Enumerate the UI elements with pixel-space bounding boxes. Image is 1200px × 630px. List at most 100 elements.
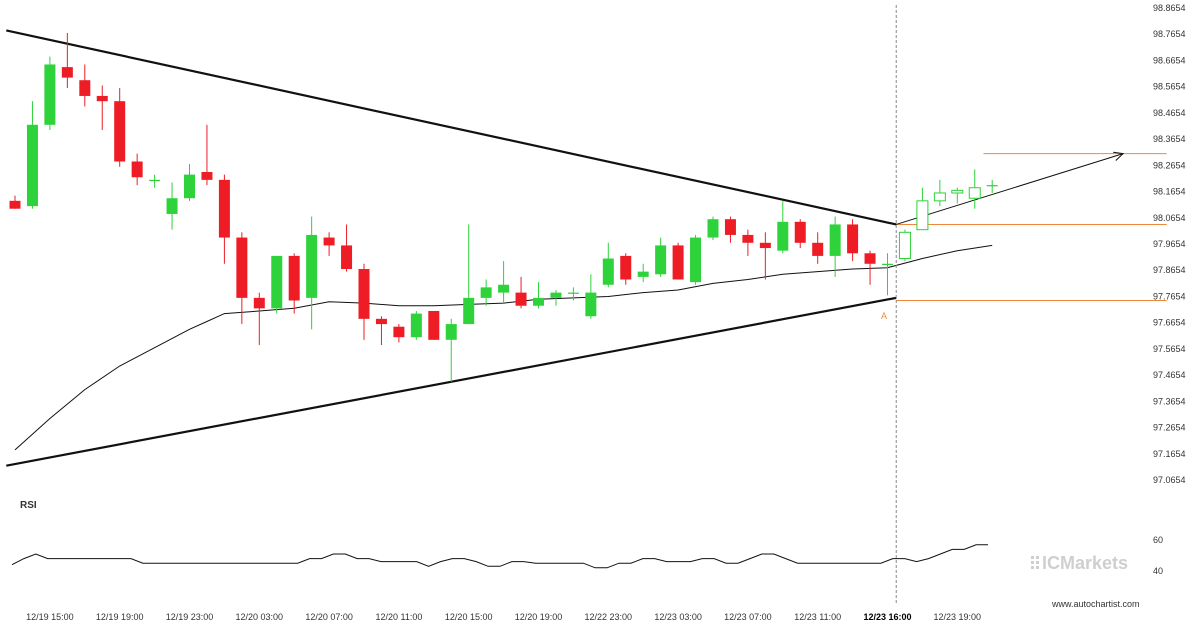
candle <box>986 179 998 193</box>
candle <box>393 324 405 343</box>
candle <box>898 229 911 262</box>
y-tick-label: 98.4654 <box>1153 108 1186 118</box>
candle-body <box>184 174 195 199</box>
x-tick-label: 12/20 15:00 <box>445 612 493 622</box>
candle-body <box>480 287 492 298</box>
candle <box>951 187 964 204</box>
candle <box>375 316 387 346</box>
candle <box>864 250 876 285</box>
candle <box>306 216 318 330</box>
projection-arrow-line <box>896 153 1124 225</box>
y-tick-label: 97.9654 <box>1153 239 1186 249</box>
candle-body <box>375 318 387 325</box>
y-tick-label: 98.2654 <box>1153 160 1186 170</box>
candle-body <box>9 200 21 209</box>
candle-body <box>794 221 806 243</box>
candle-body <box>358 269 370 319</box>
candle <box>602 242 614 288</box>
candle <box>550 289 562 306</box>
x-tick-label: 12/23 16:00 <box>863 612 911 622</box>
candle <box>236 232 248 325</box>
candle-body <box>445 324 457 340</box>
candle-body <box>323 237 335 246</box>
candles <box>9 33 998 382</box>
candle-body <box>166 198 178 214</box>
candle-body <box>149 179 161 182</box>
candle <box>26 101 38 209</box>
candle-body <box>690 237 702 283</box>
y-tick-label: 97.6654 <box>1153 318 1186 328</box>
candle-body <box>26 124 38 207</box>
candle-body <box>236 237 248 298</box>
x-tick-label: 12/23 19:00 <box>934 612 982 622</box>
candle-body <box>567 292 579 294</box>
x-tick-label: 12/23 11:00 <box>794 612 841 622</box>
candle-body <box>812 242 824 256</box>
candle-body <box>44 64 56 125</box>
brand-name: ICMarkets <box>1042 553 1128 573</box>
candle <box>777 200 789 254</box>
candle <box>480 279 492 306</box>
y-axis-ticks: 98.8654 98.7654 98.6654 98.5654 98.4654 98.36… <box>1153 3 1186 485</box>
candle-body <box>306 234 318 298</box>
y-tick-label: 97.1654 <box>1153 449 1186 459</box>
rsi-tick-label: 60 <box>1153 535 1163 545</box>
candle <box>690 234 702 285</box>
candle <box>323 232 335 256</box>
horizontal-levels <box>896 153 1167 301</box>
y-tick-label: 97.8654 <box>1153 265 1186 275</box>
candle-body <box>515 292 527 306</box>
candle <box>637 263 649 283</box>
candle-body <box>61 67 73 78</box>
x-tick-label: 12/23 03:00 <box>654 612 702 622</box>
candle-body <box>933 192 946 202</box>
candle-body <box>79 80 91 96</box>
candle-body <box>916 200 929 231</box>
candle-body <box>585 292 597 317</box>
candle <box>288 253 300 314</box>
candle <box>96 85 108 131</box>
x-tick-label: 12/19 23:00 <box>166 612 214 622</box>
candle-body <box>602 258 614 285</box>
candle <box>9 195 21 209</box>
candle-body <box>951 189 964 194</box>
candle <box>44 56 56 131</box>
rsi-panel: RSI 60 40 <box>11 500 1163 576</box>
candle-body <box>672 245 684 280</box>
candle-body <box>898 231 911 260</box>
upper-resistance-trendline <box>6 29 897 226</box>
candle <box>829 216 841 277</box>
x-tick-label: 12/20 07:00 <box>305 612 353 622</box>
candle <box>933 179 946 207</box>
candle-body <box>882 263 893 265</box>
x-tick-label: 12/20 19:00 <box>515 612 563 622</box>
candle <box>759 232 771 280</box>
candle <box>916 187 929 231</box>
candle <box>428 310 440 340</box>
candle <box>882 253 893 296</box>
candle <box>847 219 859 262</box>
candle <box>184 164 195 201</box>
site-url: www.autochartist.com <box>1051 599 1140 609</box>
candle <box>410 310 422 340</box>
y-tick-label: 97.4654 <box>1153 370 1186 380</box>
candle-body <box>724 219 736 235</box>
candle <box>515 276 527 309</box>
y-tick-label: 97.5654 <box>1153 344 1186 354</box>
breakout-marker: A <box>881 5 897 605</box>
candle <box>61 33 73 89</box>
candle-body <box>218 179 230 238</box>
candle <box>358 263 370 340</box>
candle <box>149 174 161 188</box>
candle <box>445 318 457 382</box>
y-tick-label: 97.7654 <box>1153 291 1186 301</box>
point-a-label: A <box>881 311 887 321</box>
candle <box>672 242 684 280</box>
candle <box>253 292 265 346</box>
y-tick-label: 98.1654 <box>1153 187 1186 197</box>
candle-body <box>201 171 213 180</box>
candle-body <box>288 255 300 301</box>
candle <box>968 169 981 209</box>
